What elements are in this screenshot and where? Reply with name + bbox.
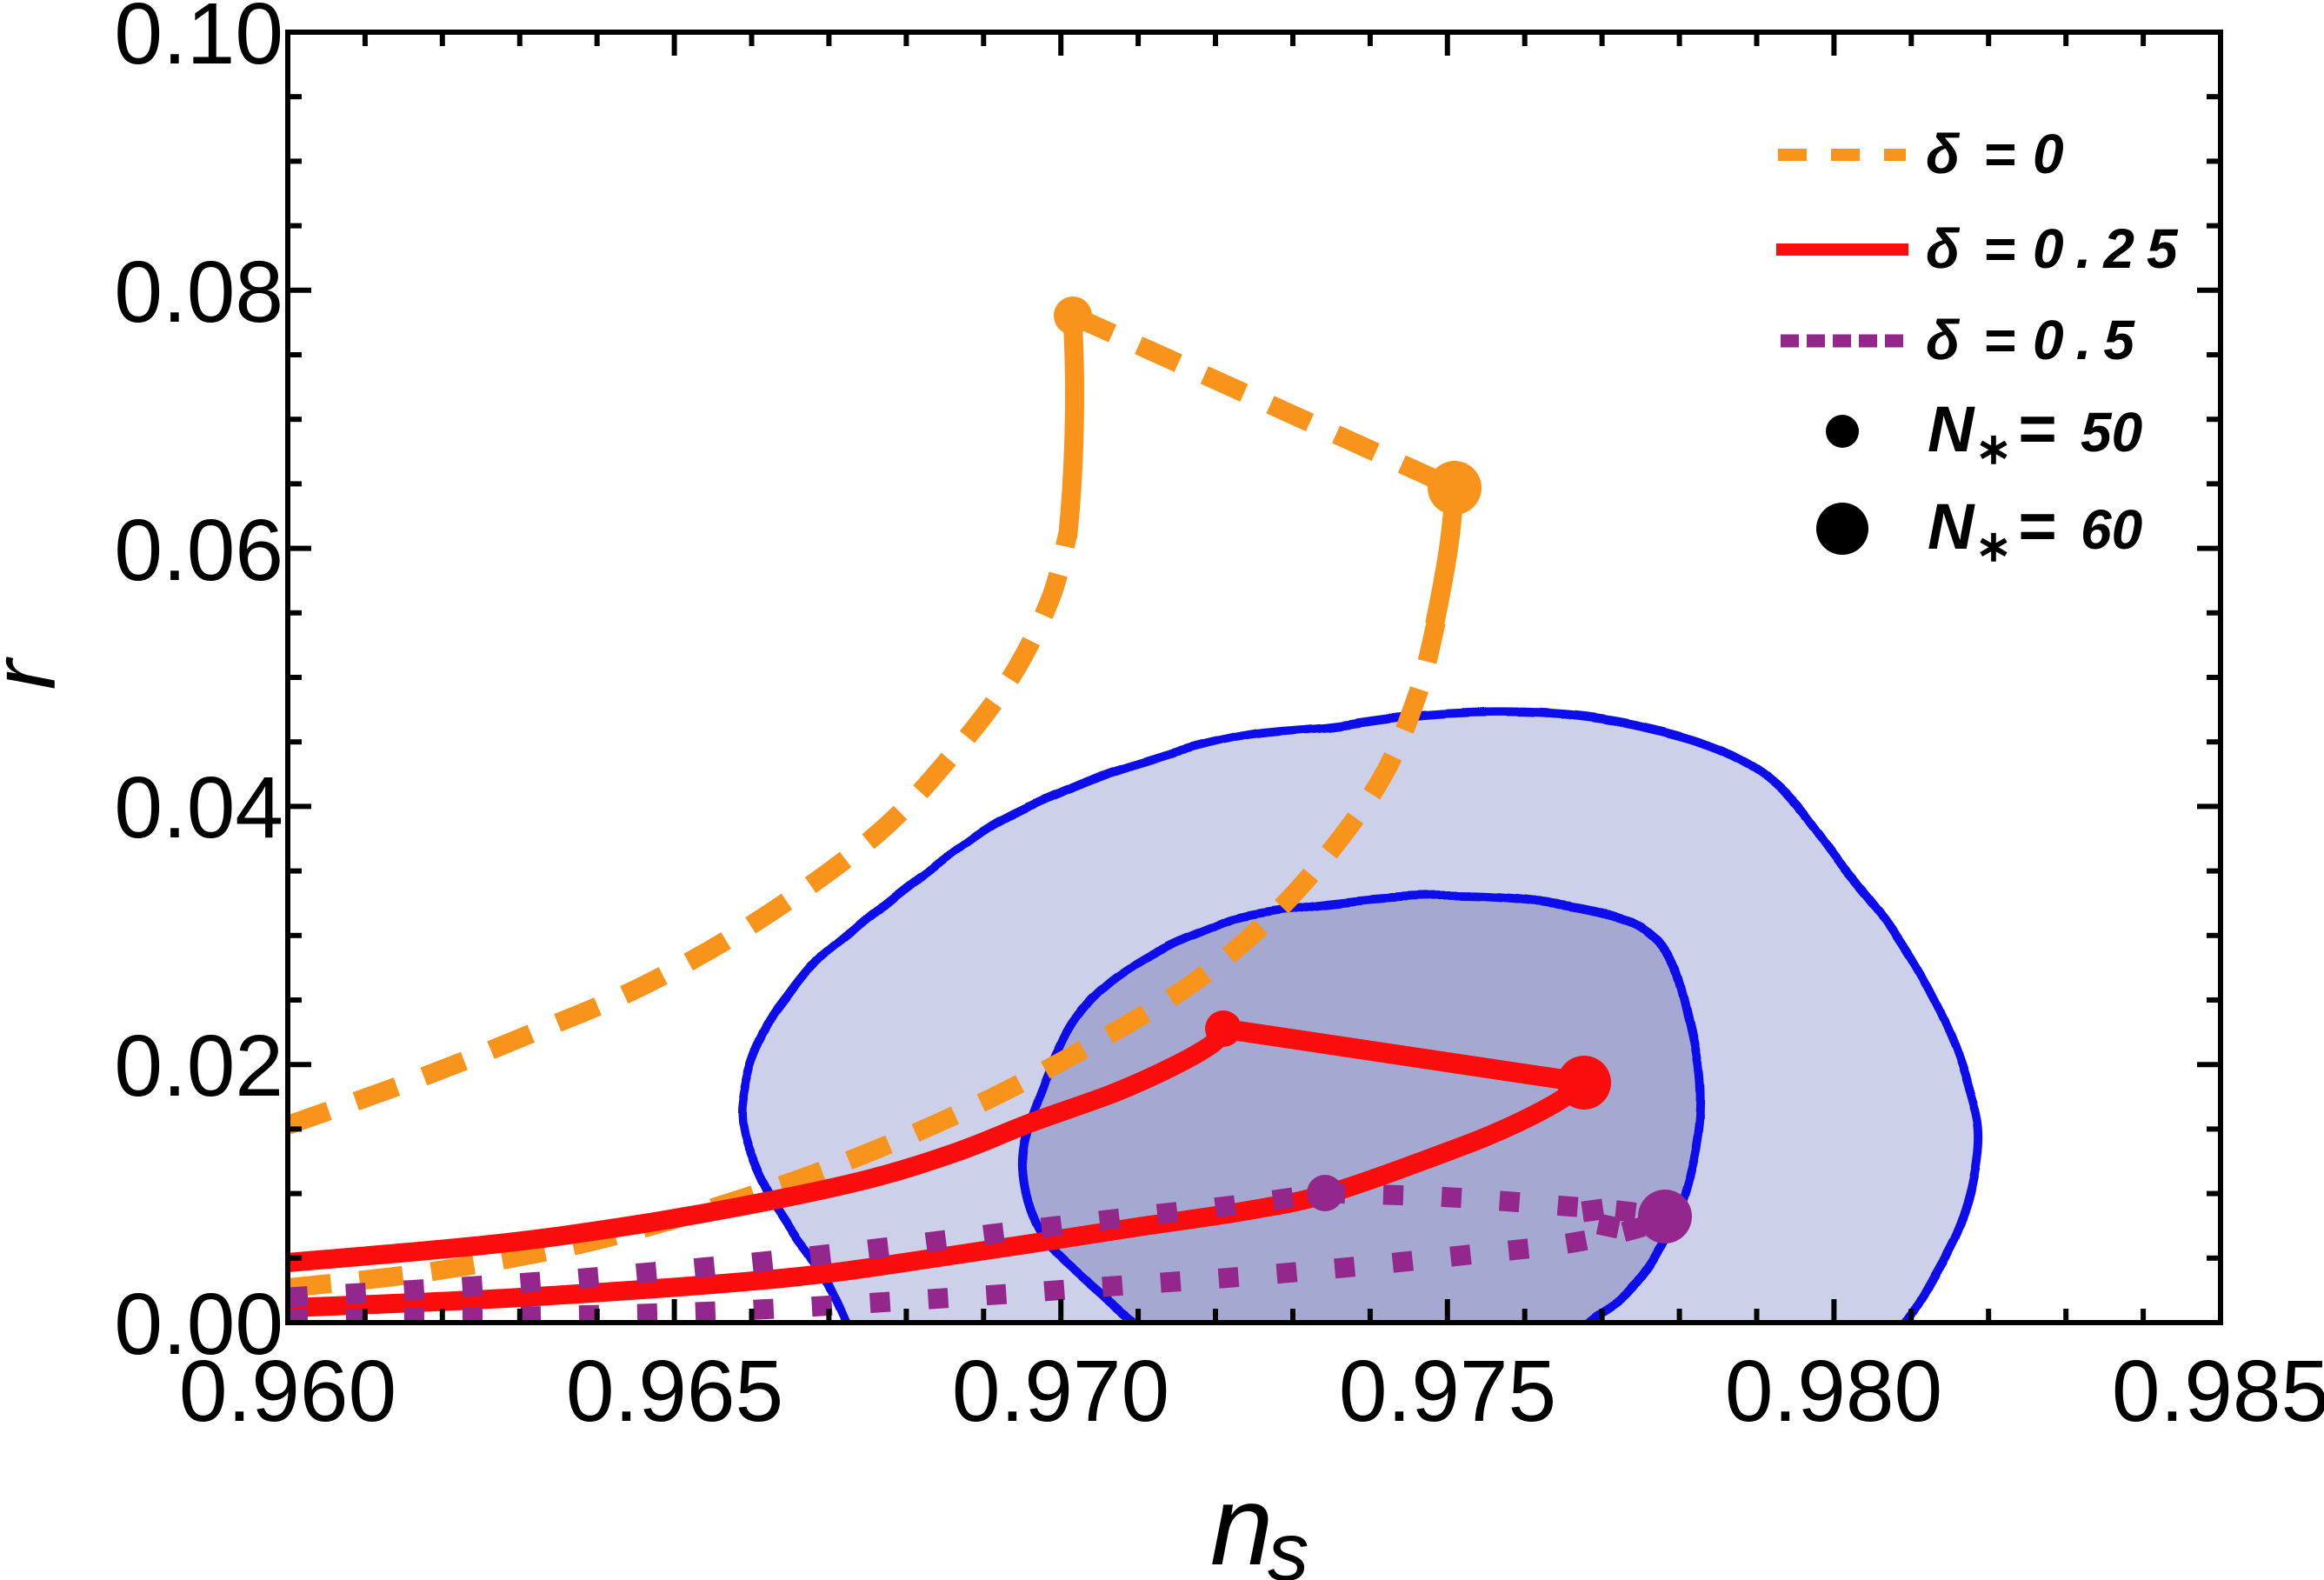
svg-text:0.10: 0.10 [114,0,283,83]
svg-text:0.980: 0.980 [1725,1343,1942,1440]
svg-text:r: r [0,656,75,690]
svg-text:60: 60 [2081,498,2142,561]
svg-text:0: 0 [2033,123,2076,185]
svg-text:δ: δ [1926,217,1961,280]
svg-text:=: = [1983,309,2015,371]
svg-text:0.06: 0.06 [114,502,283,599]
svg-text:=: = [2017,490,2055,563]
svg-text:0.965: 0.965 [566,1343,783,1440]
svg-text:=: = [1983,217,2015,280]
svg-text:0.975: 0.975 [1339,1343,1556,1440]
svg-text:=: = [2017,392,2055,466]
svg-text:n: n [1210,1462,1273,1580]
svg-text:0.985: 0.985 [2112,1343,2324,1440]
svg-text:0.08: 0.08 [114,243,283,341]
svg-text:δ: δ [1926,309,1961,371]
svg-text:s: s [1268,1506,1309,1580]
svg-text:0.04: 0.04 [114,759,283,857]
svg-text:∗: ∗ [1975,522,2012,570]
svg-text:50: 50 [2081,401,2142,463]
svg-text:=: = [1983,123,2015,185]
svg-text:0.02: 0.02 [114,1017,283,1115]
svg-text:N: N [1928,490,1975,563]
svg-text:N: N [1928,393,1975,465]
svg-text:0.25: 0.25 [2033,217,2190,280]
svg-text:δ: δ [1926,123,1961,185]
svg-text:0.5: 0.5 [2033,309,2147,371]
svg-text:0.970: 0.970 [952,1343,1169,1440]
svg-text:0.00: 0.00 [114,1276,283,1373]
svg-text:0.960: 0.960 [179,1343,396,1440]
svg-text:∗: ∗ [1975,424,2012,473]
